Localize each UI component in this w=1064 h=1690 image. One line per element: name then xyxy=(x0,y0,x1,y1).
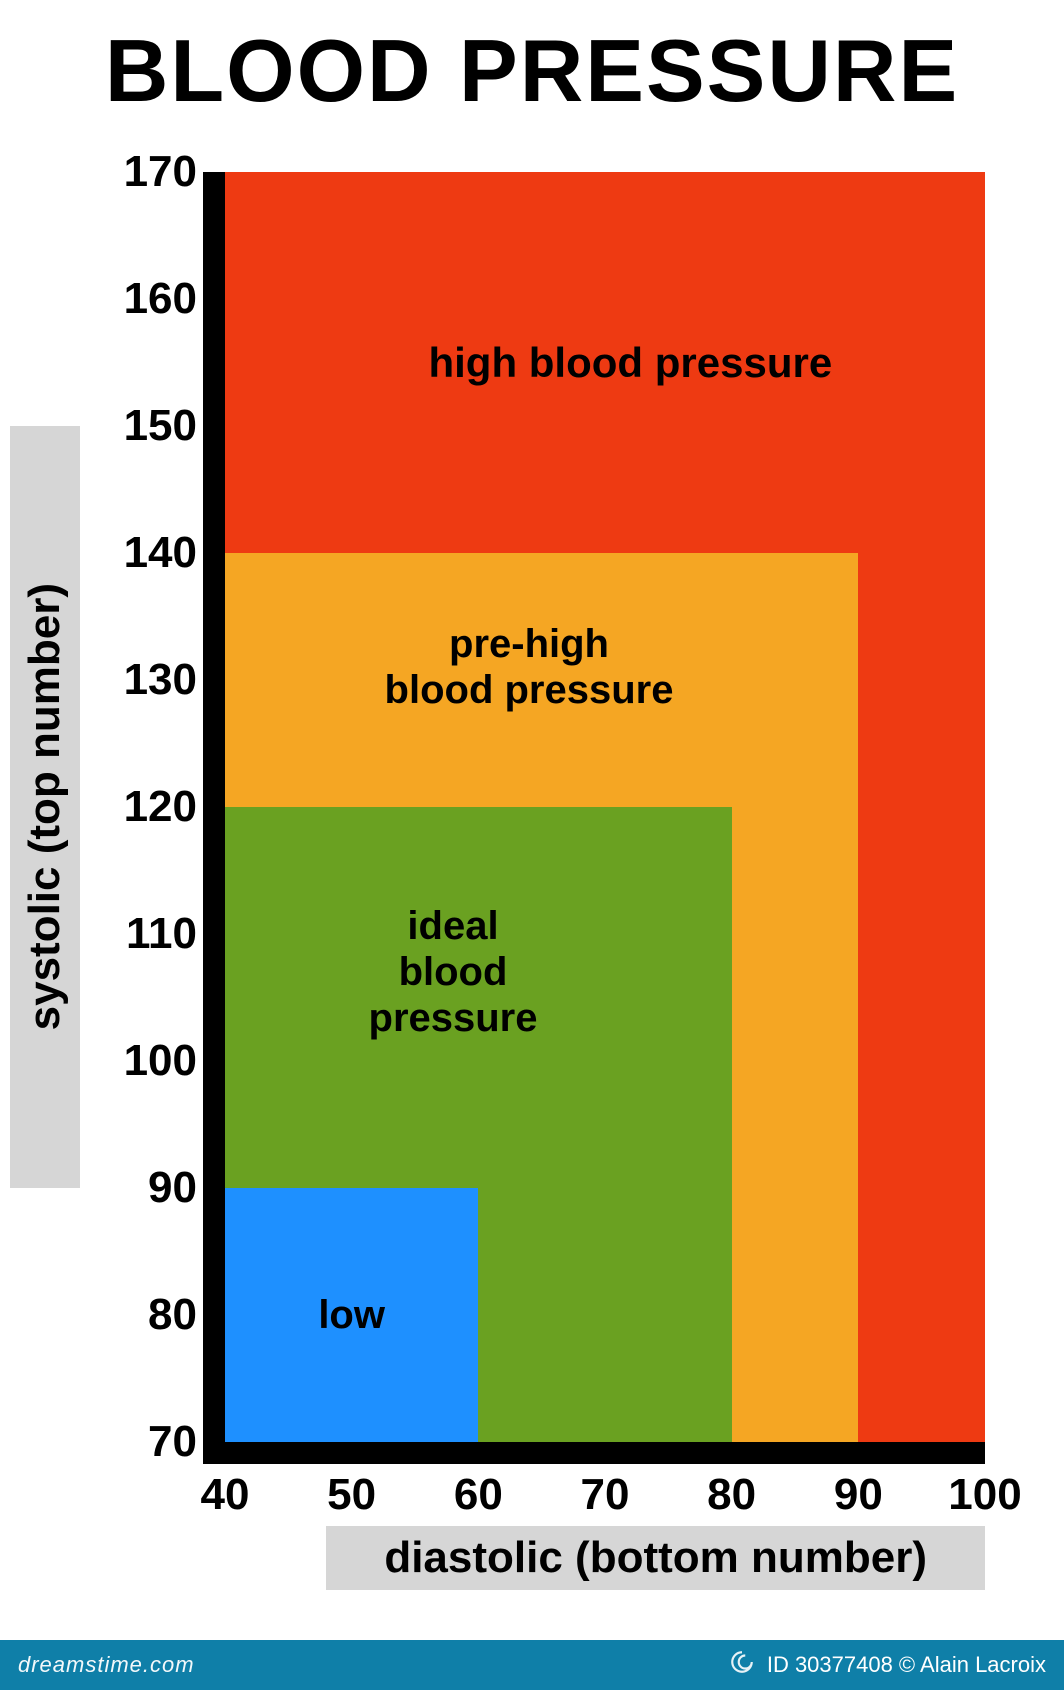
y-tick: 160 xyxy=(124,274,197,324)
y-tick: 150 xyxy=(124,401,197,451)
region-label-prehigh: pre-high blood pressure xyxy=(385,621,674,713)
y-tick: 90 xyxy=(148,1163,197,1213)
x-axis-line xyxy=(203,1442,985,1464)
footer-bar: dreamstime.com ID 30377408 © Alain Lacro… xyxy=(0,1640,1064,1690)
y-axis-title-box: systolic (top number) xyxy=(10,426,80,1188)
region-label-high: high blood pressure xyxy=(428,338,832,386)
y-tick: 110 xyxy=(126,909,197,959)
y-tick: 120 xyxy=(124,782,197,832)
y-tick: 70 xyxy=(148,1417,197,1467)
y-tick: 130 xyxy=(124,655,197,705)
y-tick: 170 xyxy=(124,147,197,197)
x-axis-title: diastolic (bottom number) xyxy=(384,1533,927,1583)
footer-right-text: ID 30377408 © Alain Lacroix xyxy=(767,1652,1046,1678)
x-axis-title-box: diastolic (bottom number) xyxy=(326,1526,985,1590)
y-tick: 100 xyxy=(124,1036,197,1086)
region-label-low: low xyxy=(318,1292,385,1338)
chart-title: BLOOD PRESSURE xyxy=(0,20,1064,122)
y-axis-title: systolic (top number) xyxy=(20,583,70,1030)
region-label-ideal: ideal blood pressure xyxy=(369,903,538,1041)
y-tick: 80 xyxy=(148,1290,197,1340)
y-axis-line xyxy=(203,172,225,1464)
x-tick: 60 xyxy=(454,1470,503,1520)
plot-area: high blood pressure pre-high blood pressu… xyxy=(225,172,985,1442)
x-tick: 40 xyxy=(201,1470,250,1520)
footer-left-text: dreamstime.com xyxy=(18,1652,195,1678)
x-tick: 70 xyxy=(581,1470,630,1520)
x-tick: 80 xyxy=(707,1470,756,1520)
x-tick: 90 xyxy=(834,1470,883,1520)
swirl-icon xyxy=(729,1649,755,1681)
x-tick: 100 xyxy=(948,1470,1021,1520)
x-tick: 50 xyxy=(327,1470,376,1520)
y-tick: 140 xyxy=(124,528,197,578)
